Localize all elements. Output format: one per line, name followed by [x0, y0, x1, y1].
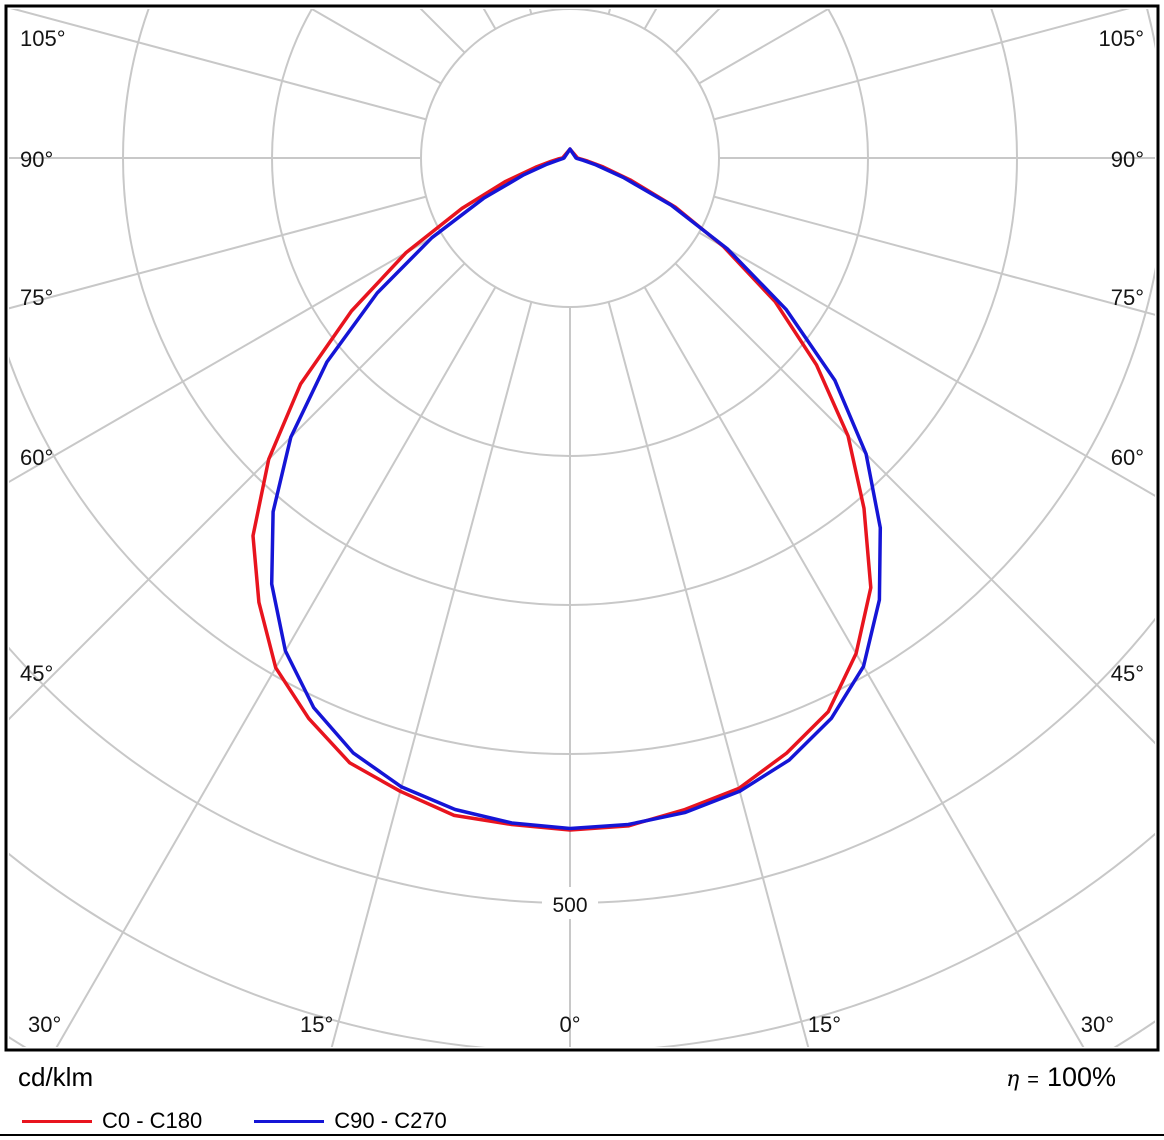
legend-swatch-red	[22, 1119, 92, 1123]
eta-value: 100%	[1046, 1062, 1116, 1092]
legend-swatch-blue	[254, 1119, 325, 1123]
units-label: cd/klm	[18, 1062, 94, 1092]
radial-tick-backing	[542, 887, 598, 919]
legend-label-c90-c270: C90 - C270	[334, 1108, 447, 1133]
angle-tick-label: 0°	[559, 1012, 580, 1037]
polar-grid	[9, 9, 1155, 1047]
angle-tick-label: 30°	[28, 1012, 61, 1037]
chart-footer: cd/klm η = 100% C0 - C180 C90 - C270	[0, 1056, 1164, 1140]
curve-c0-c180	[251, 147, 873, 832]
radial-tick-label: 500	[552, 894, 587, 917]
angle-tick-label: 105°	[1098, 26, 1144, 51]
eta-symbol: η	[1006, 1067, 1020, 1092]
angle-tick-label: 60°	[20, 445, 53, 470]
angle-tick-label: 90°	[20, 147, 53, 172]
legend-item-c90-c270: C90 - C270	[254, 1108, 447, 1134]
angle-tick-label: 15°	[808, 1012, 841, 1037]
chart-border	[4, 4, 1160, 1052]
efficiency-readout: η = 100%	[1006, 1062, 1116, 1093]
angle-tick-label: 75°	[1111, 285, 1144, 310]
angle-tick-label: 45°	[20, 661, 53, 686]
legend-item-c0-c180: C0 - C180	[22, 1108, 202, 1134]
angle-tick-label: 45°	[1111, 661, 1144, 686]
footer-row: cd/klm η = 100%	[0, 1056, 1164, 1093]
legend-label-c0-c180: C0 - C180	[102, 1108, 203, 1133]
angle-tick-label: 60°	[1111, 445, 1144, 470]
polar-chart: 500 105° 90° 75° 60° 45° 105° 90° 75° 60° 45° 30° 15…	[4, 4, 1160, 1052]
bottom-divider	[0, 1134, 1164, 1136]
angle-tick-label: 75°	[20, 285, 53, 310]
angle-tick-label: 105°	[20, 26, 66, 51]
angle-tick-label: 15°	[300, 1012, 333, 1037]
eta-equals: =	[1027, 1069, 1039, 1091]
angle-tick-label: 30°	[1081, 1012, 1114, 1037]
legend: C0 - C180 C90 - C270	[22, 1108, 447, 1134]
curve-c90-c270	[269, 147, 883, 831]
angle-tick-label: 90°	[1111, 147, 1144, 172]
